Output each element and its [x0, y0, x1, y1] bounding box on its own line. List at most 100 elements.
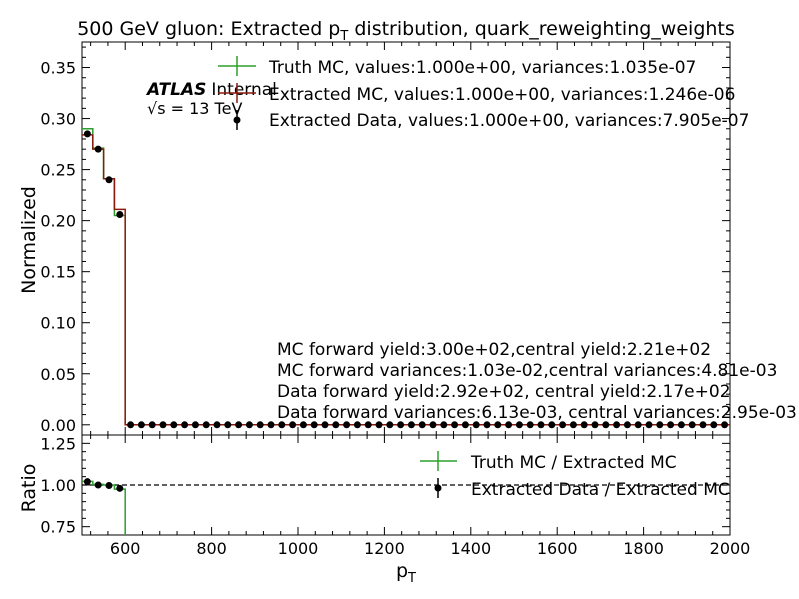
x-tick-label: 1600 — [537, 539, 578, 558]
extracted-data-point — [148, 421, 156, 429]
extracted-data-point — [559, 421, 567, 429]
ratio-legend-entry-data: Extracted Data / Extracted MC — [434, 478, 730, 500]
ratio-y-ticks: 0.75 1.00 1.25 — [40, 434, 730, 537]
extracted-data-point — [364, 421, 372, 429]
y-tick-label-main: 0.00 — [40, 416, 76, 435]
legend-entry-extracted-mc: Extracted MC, values:1.000e+00, variance… — [218, 83, 735, 105]
energy-label: √s = 13 TeV — [147, 99, 242, 118]
extracted-data-point — [645, 421, 653, 429]
annotation-data-yield: Data forward yield:2.92e+02, central yie… — [277, 382, 731, 402]
x-tick-label: 1000 — [278, 539, 319, 558]
main-y-ticks: 0.00 0.05 0.10 0.15 0.20 0.25 0.30 0.35 — [40, 46, 730, 435]
y-tick-label-main: 0.35 — [40, 59, 76, 78]
ratio-legend-label-truth: Truth MC / Extracted MC — [470, 453, 677, 473]
extracted-data-point — [505, 421, 513, 429]
yield-annotations: MC forward yield:3.00e+02,central yield:… — [277, 340, 797, 423]
extracted-data-point — [483, 421, 491, 429]
x-tick-label: 1800 — [623, 539, 664, 558]
chart-title: 500 GeV gluon: Extracted pT distribution… — [77, 18, 735, 44]
y-tick-label-main: 0.30 — [40, 110, 76, 129]
extracted-data-point — [353, 421, 361, 429]
x-tick-label: 1200 — [364, 539, 405, 558]
extracted-data-point — [634, 421, 642, 429]
extracted-data-point — [235, 421, 243, 429]
extracted-data-point — [256, 421, 264, 429]
x-tick-label: 800 — [196, 539, 227, 558]
extracted-data-point — [181, 421, 189, 429]
extracted-data-point — [461, 421, 469, 429]
extracted-data-point — [407, 421, 415, 429]
x-ticks: 600 800 1000 1200 1400 1600 1800 2000 — [90, 42, 751, 558]
legend-label-extracted-data: Extracted Data, values:1.000e+00, varian… — [269, 111, 749, 131]
extracted-data-point — [224, 421, 232, 429]
atlas-label: ATLAS Internal — [145, 80, 277, 100]
extracted-data-point — [656, 421, 664, 429]
y-tick-label-main: 0.05 — [40, 365, 76, 384]
x-tick-label: 1400 — [450, 539, 491, 558]
extracted-data-point — [569, 421, 577, 429]
extracted-data-point — [677, 421, 685, 429]
extracted-data-point — [451, 421, 459, 429]
ratio-legend-label-data: Extracted Data / Extracted MC — [471, 480, 730, 500]
extracted-data-point — [83, 130, 91, 138]
extracted-data-point — [721, 421, 729, 429]
extracted-data-point — [375, 421, 383, 429]
x-tick-label: 2000 — [710, 539, 751, 558]
extracted-data-point — [397, 421, 405, 429]
extracted-data-point — [170, 421, 178, 429]
extracted-data-point — [116, 211, 124, 219]
extracted-data-point — [202, 421, 210, 429]
extracted-data-point — [699, 421, 707, 429]
extracted-data-point — [710, 421, 718, 429]
extracted-data-point — [548, 421, 556, 429]
ratio-legend-entry-truth: Truth MC / Extracted MC — [420, 451, 677, 473]
ratio-data-point — [83, 478, 91, 486]
ratio-series-group — [82, 478, 730, 535]
y-tick-label-ratio: 1.25 — [40, 434, 76, 453]
extracted-data-point — [343, 421, 351, 429]
extracted-data-point — [191, 421, 199, 429]
extracted-data-point — [688, 421, 696, 429]
legend-entry-truth-mc: Truth MC, values:1.000e+00, variances:1.… — [218, 56, 696, 78]
extracted-data-point — [267, 421, 275, 429]
extracted-data-point — [591, 421, 599, 429]
extracted-data-point — [289, 421, 297, 429]
extracted-data-point — [429, 421, 437, 429]
legend-label-extracted-mc: Extracted MC, values:1.000e+00, variance… — [269, 85, 735, 105]
extracted-data-point — [613, 421, 621, 429]
ratio-legend: Truth MC / Extracted MC Extracted Data /… — [420, 451, 730, 500]
extracted-data-point — [299, 421, 307, 429]
extracted-data-point — [321, 421, 329, 429]
main-series-group — [82, 128, 730, 429]
extracted-data-point — [472, 421, 480, 429]
extracted-data-point — [159, 421, 167, 429]
x-tick-label: 600 — [110, 539, 141, 558]
extracted-data-point — [515, 421, 523, 429]
annotation-mc-variances: MC forward variances:1.03e-02,central va… — [277, 361, 777, 381]
extracted-data-point — [278, 421, 286, 429]
extracted-data-point — [623, 421, 631, 429]
x-axis-label: pT — [396, 560, 416, 586]
legend-entry-extracted-data: Extracted Data, values:1.000e+00, varian… — [233, 110, 749, 131]
y-tick-label-ratio: 1.00 — [40, 476, 76, 495]
extracted-data-point — [245, 421, 253, 429]
extracted-data-point — [310, 421, 318, 429]
extracted-data-point — [494, 421, 502, 429]
y-axis-label-ratio: Ratio — [18, 464, 40, 513]
y-tick-label-main: 0.25 — [40, 161, 76, 180]
ratio-data-point — [116, 484, 124, 492]
y-tick-label-main: 0.20 — [40, 212, 76, 231]
extracted-data-point — [94, 145, 102, 153]
extracted-data-point — [602, 421, 610, 429]
annotation-data-variances: Data forward variances:6.13e-03, central… — [277, 403, 797, 423]
extracted-data-point — [213, 421, 221, 429]
legend-label-truth-mc: Truth MC, values:1.000e+00, variances:1.… — [268, 58, 696, 78]
extracted-data-point — [137, 421, 145, 429]
ratio-data-point — [94, 481, 102, 489]
extracted-data-point — [418, 421, 426, 429]
y-tick-label-main: 0.10 — [40, 314, 76, 333]
extracted-data-point — [332, 421, 340, 429]
annotation-mc-yield: MC forward yield:3.00e+02,central yield:… — [277, 340, 711, 360]
